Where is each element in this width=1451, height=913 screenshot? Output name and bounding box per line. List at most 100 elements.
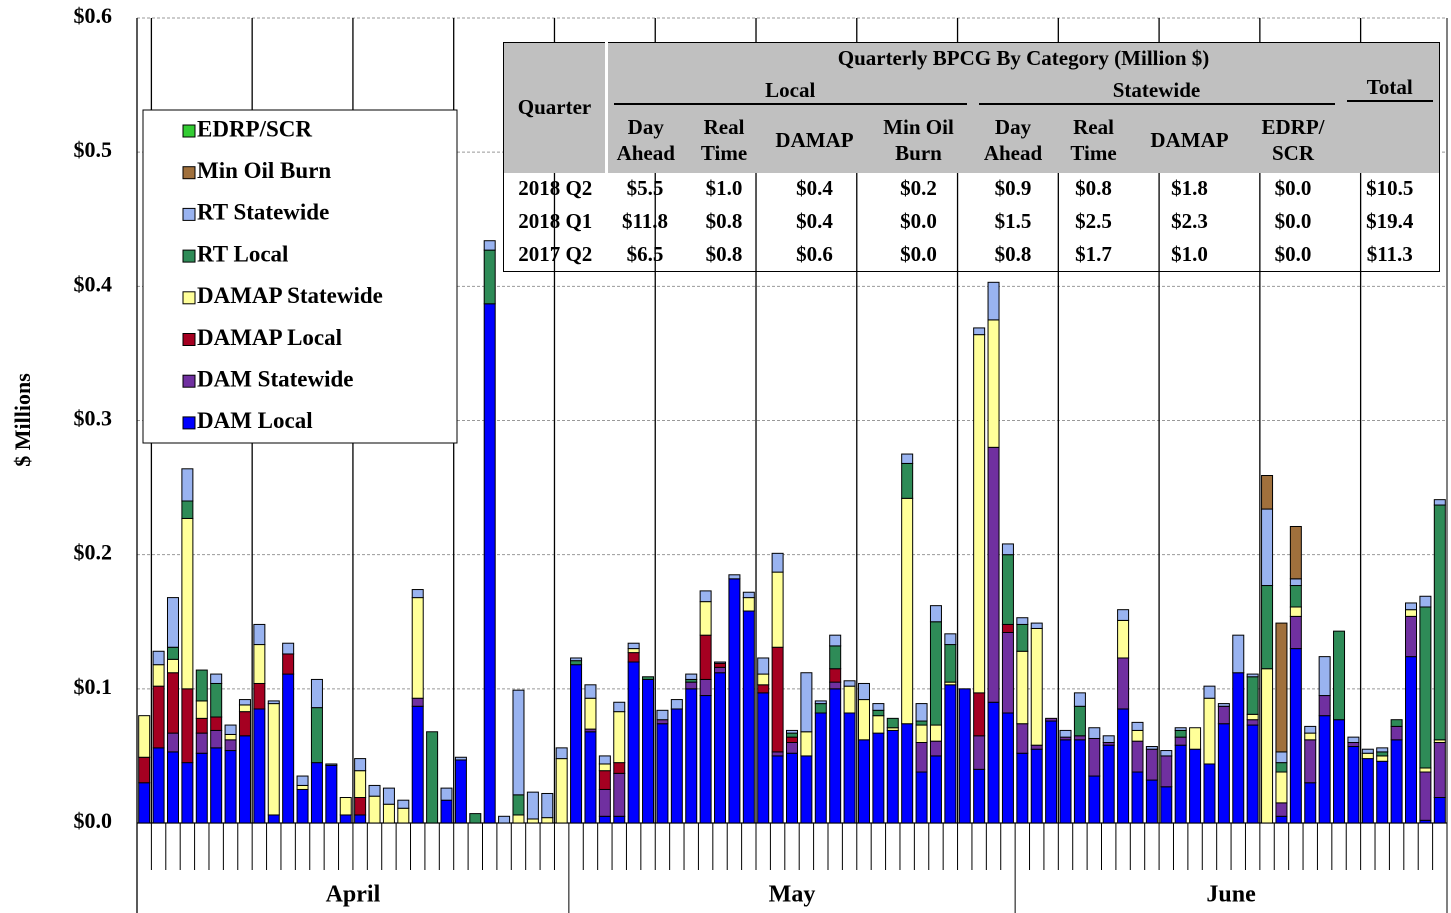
table-cell: $11.3 [1366,242,1413,267]
column-header: Real Time [1053,108,1134,173]
bar-segment [282,653,295,675]
bar-segment [1160,755,1173,788]
data-row: 2018 Q2 $5.5 $1.0 $0.4 $0.2 $0.9 $0.8 $1.8 $0.0 $… [504,173,1440,206]
bar-segment [310,678,323,709]
bar-segment [1390,739,1403,824]
bar-segment [354,814,367,824]
bar-segment [699,590,712,603]
bar-segment [800,731,813,757]
bar-segment [1246,719,1259,726]
bar-segment [1088,737,1101,777]
bar-segment [843,680,856,687]
data-row: 2018 Q1 $11.8 $0.8 $0.4 $0.0 $1.5 $2.5 $2.3 $0.0… [504,206,1440,239]
bar-segment [598,770,611,790]
bar-segment [1016,617,1029,625]
bar-segment [929,724,942,742]
bar-segment [282,673,295,824]
bar-segment [1145,779,1158,824]
legend-label: RT Statewide [197,200,329,225]
bar-segment [483,249,496,305]
bar-segment [714,672,727,824]
bar-segment [915,724,928,744]
bar-segment [382,803,395,824]
bar-segment [987,446,1000,703]
bar-segment [757,684,770,694]
bar-segment [138,715,151,758]
legend-swatch [182,416,196,430]
bar-segment [411,597,424,699]
bar-segment [1203,697,1216,765]
bar-segment [1275,815,1288,824]
bar-segment [771,751,784,757]
bar-segment [238,735,251,824]
column-header: Min Oil Burn [864,108,973,173]
title-row: Quarter Quarterly BPCG By Category (Milli… [503,42,1440,173]
bar-segment [1117,708,1130,824]
bar-segment [1405,656,1418,824]
legend-label: DAMAP Statewide [197,283,383,308]
bar-segment [1361,758,1374,824]
y-tick-label: $0.6 [74,3,113,28]
bar-segment [929,755,942,824]
bar-segment [642,678,655,824]
bar-segment [152,685,165,749]
bar-segment [210,729,223,749]
bar-segment [1376,747,1389,753]
bar-segment [1073,739,1086,824]
bar-segment [195,732,208,754]
bar-segment [714,666,727,674]
bar-segment [1160,786,1173,824]
bar-segment [1261,585,1274,670]
bar-segment [526,818,539,824]
bar-segment [1059,729,1072,738]
row-label: 2018 Q1 [518,209,593,234]
bar-segment [1117,657,1130,710]
table-cell: $2.5 [1075,209,1112,234]
legend-label: DAMAP Local [197,325,342,350]
bar-segment [1117,609,1130,621]
bar-segment [1174,744,1187,824]
bar-segment [426,731,439,824]
legend-swatch [182,333,196,346]
bar-segment [339,814,352,824]
bar-segment [483,303,496,824]
bar-segment [1289,615,1302,650]
bar-segment [440,799,453,824]
bar-segment [685,673,698,680]
bar-segment [944,684,957,824]
bar-segment [1318,695,1331,717]
bar-segment [325,764,338,824]
bar-segment [1347,746,1360,824]
bar-segment [1405,615,1418,658]
bar-segment [469,813,482,824]
data-row: 2017 Q2 $6.5 $0.8 $0.6 $0.0 $0.8 $1.7 $1.0 $0.0 $… [504,239,1440,272]
bar-segment [886,729,899,824]
bar-segment [1275,771,1288,804]
bar-segment [872,709,885,717]
bar-segment [1045,720,1058,824]
table-cell: $0.0 [900,209,937,234]
group-header: Local [606,74,973,109]
bar-segment [1217,723,1230,824]
table-cell: $0.0 [1274,176,1312,201]
bar-segment [1289,606,1302,617]
bar-segment [742,597,755,612]
bar-segment [1160,750,1173,757]
bar-segment [1246,713,1259,721]
bar-segment [800,755,813,824]
bar-segment [1001,554,1014,625]
table-cell: $11.8 [621,209,669,234]
bar-segment [742,591,755,599]
legend-swatch [182,166,196,180]
bar-segment [742,610,755,824]
bar-segment [1261,668,1274,824]
y-tick-label: $0.4 [74,271,113,296]
bar-segment [627,661,640,824]
bar-segment [181,500,194,519]
bar-segment [166,672,179,734]
bar-segment [1131,771,1144,824]
group-header-text: Statewide [978,78,1335,106]
bar-segment [829,668,842,683]
bar-segment [1246,673,1259,678]
bar-segment [1275,762,1288,773]
